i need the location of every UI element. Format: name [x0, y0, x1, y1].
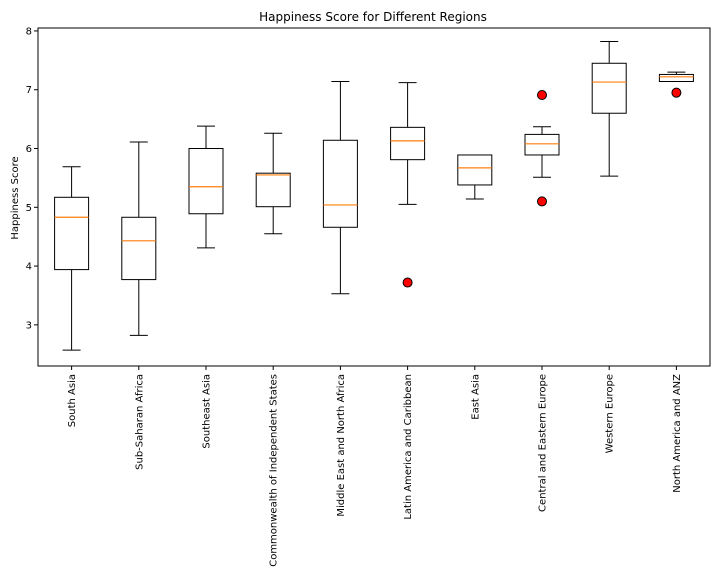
x-tick-label: Western Europe	[605, 374, 616, 453]
x-tick-label: South Asia	[67, 374, 78, 427]
box	[322, 139, 358, 228]
x-tick-label: Latin America and Caribbean	[403, 374, 414, 520]
x-tick-label: North America and ANZ	[672, 374, 683, 493]
outlier-point	[402, 277, 413, 288]
box	[591, 62, 627, 114]
box	[121, 216, 157, 281]
y-tick-label: 3	[26, 320, 32, 331]
chart-title: Happiness Score for Different Regions	[259, 10, 487, 24]
box	[457, 154, 493, 186]
x-tick-label: Sub-Saharan Africa	[134, 374, 145, 470]
y-tick-label: 5	[26, 203, 32, 214]
plot-area: 3 4 5 6 7 8 South Asia Sub-Saharan Africa Southe…	[26, 26, 711, 567]
box	[390, 126, 426, 161]
box	[54, 196, 90, 271]
x-tick-label: Central and Eastern Europe	[538, 374, 549, 512]
x-tick-label: Southeast Asia	[202, 374, 213, 449]
x-tick-label: Commonwealth of Independent States	[269, 374, 280, 567]
box	[255, 172, 291, 208]
y-tick-label: 8	[26, 26, 32, 37]
y-tick-label: 6	[26, 144, 32, 155]
outlier-point	[537, 196, 547, 207]
y-axis-label: Happiness Score	[10, 156, 21, 239]
box	[188, 148, 224, 215]
box	[658, 73, 694, 82]
outlier-point	[537, 90, 547, 101]
plot-frame	[37, 27, 711, 367]
x-tick-label: Middle East and North Africa	[336, 374, 347, 517]
y-tick-label: 7	[26, 85, 32, 96]
box	[524, 133, 560, 156]
y-tick-label: 4	[26, 262, 32, 273]
x-tick-label: East Asia	[470, 374, 481, 420]
outlier-point	[671, 87, 682, 98]
